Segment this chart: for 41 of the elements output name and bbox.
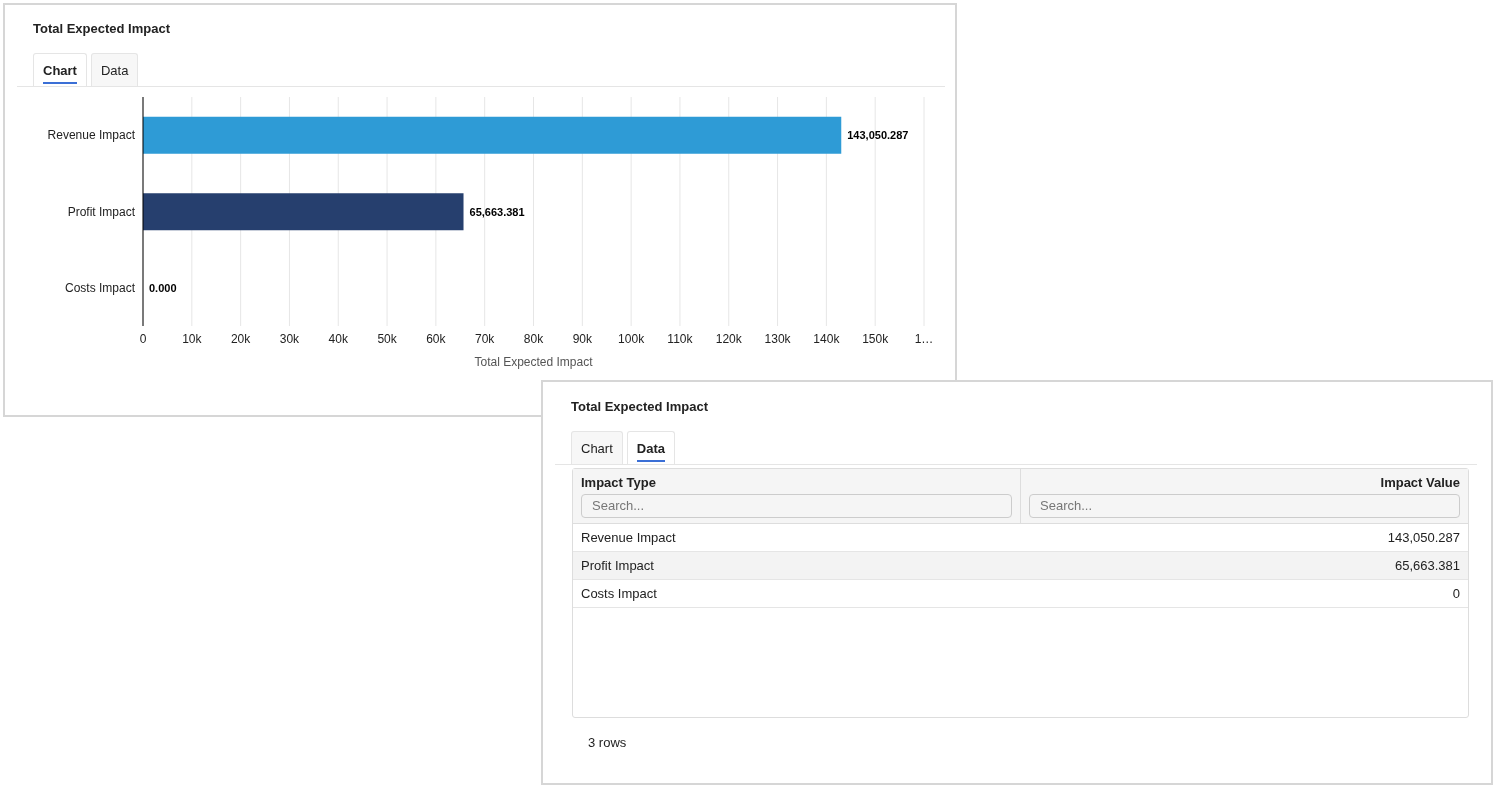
- x-tick-label: 40k: [328, 331, 349, 346]
- y-tick-label: Profit Impact: [67, 204, 136, 219]
- search-field: Search...: [581, 494, 1012, 518]
- text: Impact Value: [1379, 475, 1460, 490]
- x-tick-label: 150k: [862, 331, 890, 346]
- data-label: 143,050.287: [847, 129, 909, 142]
- x-tick-label: 70k: [475, 331, 496, 346]
- x-tick-label: 140k: [813, 331, 841, 346]
- x-tick-label: 10k: [182, 331, 203, 346]
- text: 143,050.287: [1387, 530, 1460, 545]
- text: 3 rows: [588, 735, 627, 750]
- data-label: 0.000: [149, 281, 177, 294]
- x-tick-label: 50k: [377, 331, 398, 346]
- x-tick-label: 100k: [618, 331, 646, 346]
- search-field: Search...: [1029, 494, 1460, 518]
- text: Data: [100, 63, 129, 80]
- category-label: Costs Impact: [581, 585, 657, 603]
- x-tick-label: 80k: [523, 331, 545, 346]
- x-tick-label: 20k: [230, 331, 252, 346]
- text: 0: [1452, 586, 1460, 601]
- x-tick-label: 60k: [426, 331, 447, 346]
- x-tick-label: 90k: [572, 331, 593, 346]
- text: Chart: [581, 441, 613, 458]
- x-tick-label: 130k: [764, 331, 792, 346]
- x-tick-label: 120k: [715, 331, 743, 346]
- text: Chart: [43, 63, 77, 84]
- category-label: Profit Impact: [581, 557, 654, 575]
- text: Data: [636, 441, 665, 462]
- text: Impact Type: [581, 475, 657, 490]
- x-tick-label: 1…: [914, 331, 934, 346]
- x-axis-title: Total Expected Impact: [474, 355, 594, 369]
- chart-title: Total Expected Impact: [33, 21, 171, 36]
- x-tick-label: 110k: [667, 331, 694, 346]
- text: 65,663.381: [1394, 558, 1460, 573]
- text: Total Expected Impact: [571, 399, 709, 414]
- x-tick-label: 30k: [279, 331, 301, 346]
- x-tick-label: 0: [139, 331, 147, 346]
- y-tick-label: Revenue Impact: [47, 128, 136, 143]
- category-label: Revenue Impact: [581, 529, 676, 547]
- y-tick-label: Costs Impact: [64, 281, 136, 296]
- data-label: 65,663.381: [469, 205, 525, 218]
